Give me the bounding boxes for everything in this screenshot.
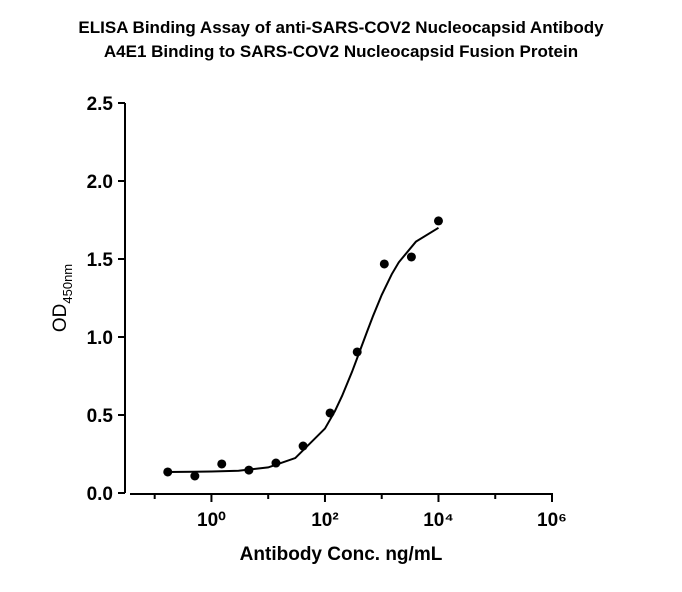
y-tick-label: 2.0 [87, 172, 113, 193]
data-point [406, 252, 416, 262]
y-tick-label: 1.0 [87, 328, 113, 349]
chart-title: ELISA Binding Assay of anti-SARS-COV2 Nu… [78, 18, 604, 37]
data-point [298, 441, 308, 451]
data-point [325, 408, 335, 418]
data-point [190, 471, 200, 481]
x-tick-label: 10⁴ [423, 510, 454, 531]
data-point [217, 459, 227, 469]
x-tick-label: 10⁰ [197, 510, 226, 531]
x-tick-label: 10⁶ [537, 510, 567, 531]
data-point [271, 458, 281, 468]
data-point [433, 216, 443, 226]
fit-curve [167, 226, 440, 473]
y-label-subscript: 450nm [60, 264, 75, 304]
data-point [244, 465, 254, 475]
y-axis-label: OD450nm [50, 264, 75, 332]
y-label-main: OD [50, 304, 71, 333]
data-point [352, 347, 362, 357]
y-tick-label: 2.5 [87, 94, 114, 115]
data-point [163, 467, 173, 477]
y-tick-label: 0.5 [87, 406, 114, 427]
y-tick-label: 1.5 [87, 250, 114, 271]
chart-title: A4E1 Binding to SARS-COV2 Nucleocapsid F… [104, 42, 578, 61]
x-axis-label: Antibody Conc. ng/mL [240, 544, 443, 565]
x-tick-label: 10² [311, 510, 338, 531]
y-tick-label: 0.0 [87, 484, 113, 505]
data-point [379, 259, 389, 269]
